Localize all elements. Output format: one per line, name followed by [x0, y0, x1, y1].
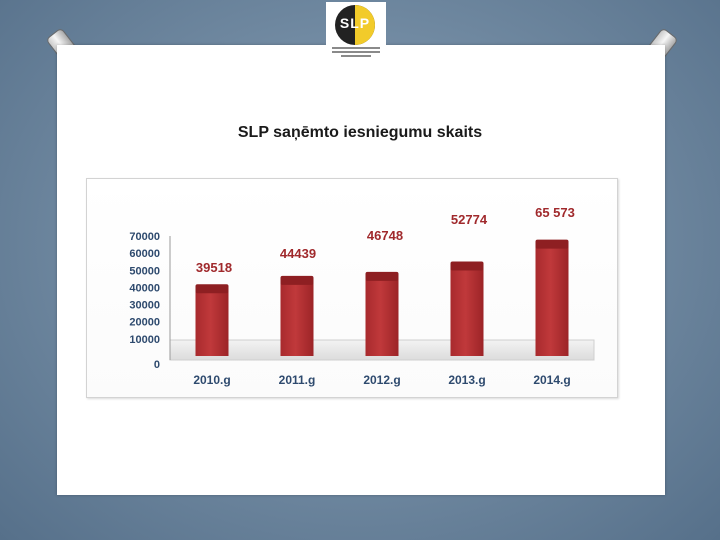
y-tick-label: 50000	[129, 265, 160, 277]
y-tick-label: 40000	[129, 282, 160, 294]
bar	[450, 265, 484, 356]
y-tick-label: 60000	[129, 248, 160, 260]
x-tick-label: 2010.g	[193, 373, 230, 387]
x-tick-label: 2012.g	[363, 373, 400, 387]
x-tick-label: 2011.g	[279, 373, 316, 387]
data-label: 39518	[196, 260, 232, 275]
bar	[280, 279, 314, 356]
slide-title: SLP saņēmto iesniegumu skaits	[237, 124, 483, 141]
data-label: 65 573	[535, 205, 575, 220]
logo-emblem: SLP	[335, 5, 375, 45]
x-tick-label: 2014.g	[533, 373, 570, 387]
data-label: 52774	[451, 212, 488, 227]
bar	[195, 288, 229, 356]
slp-logo: SLP	[326, 2, 386, 60]
y-tick-label: 30000	[129, 300, 160, 312]
y-tick-label: 20000	[129, 317, 160, 329]
y-tick-label: 10000	[129, 334, 160, 346]
chart-frame	[86, 178, 618, 398]
data-label: 44439	[280, 246, 316, 261]
data-label: 46748	[367, 228, 403, 243]
bar	[535, 243, 569, 356]
bar-top	[280, 275, 314, 285]
bar-top	[365, 271, 399, 281]
bar-top	[450, 261, 484, 271]
logo-text: SLP	[339, 15, 371, 31]
bar-top	[535, 239, 569, 249]
y-tick-label: 70000	[129, 231, 160, 243]
y-tick-label: 0	[154, 359, 160, 371]
bar	[365, 275, 399, 356]
x-tick-label: 2013.g	[448, 373, 485, 387]
bar-top	[195, 284, 229, 294]
